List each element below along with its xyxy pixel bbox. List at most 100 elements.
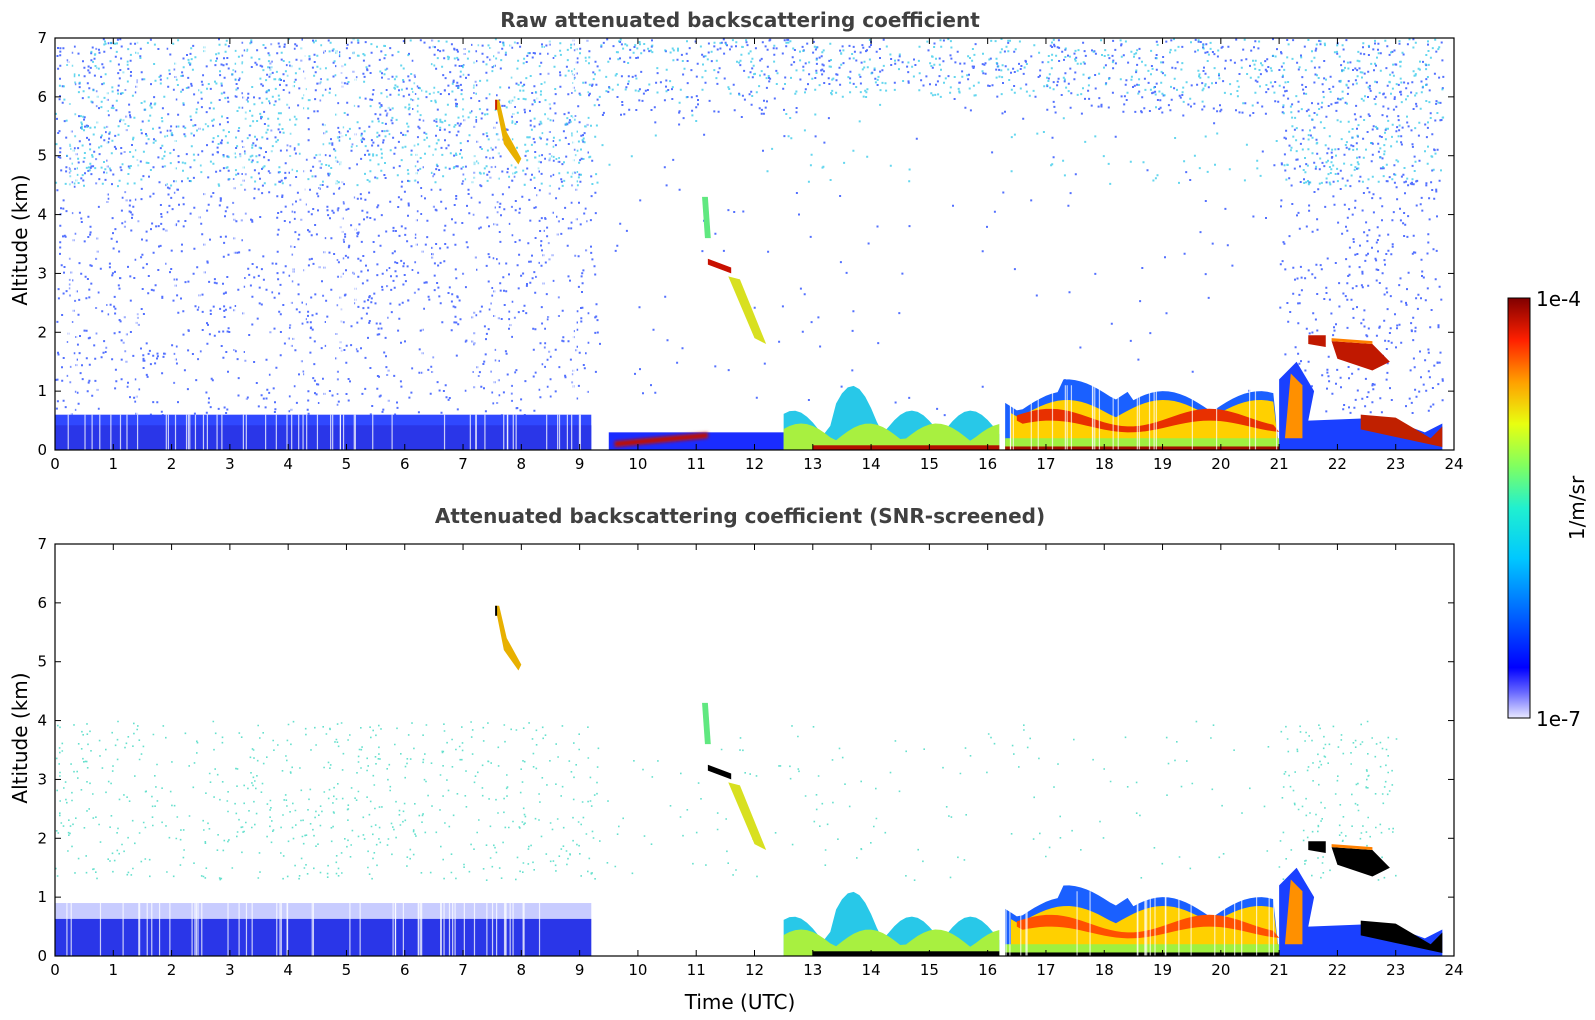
x-tick-label: 19 [1153,961,1172,979]
y-tick-label: 6 [37,88,47,106]
x-tick-label: 21 [1270,961,1289,979]
profile-gap [494,38,496,450]
profile-gap [513,38,515,450]
y-tick-label: 3 [37,264,47,282]
x-tick-label: 21 [1270,455,1289,473]
y-axis-label: Altitude (km) [8,174,32,305]
profile-gap [387,38,389,450]
profile-gap [573,38,575,450]
colorbar-unit-label: 1/m/sr [1565,475,1589,540]
profile-gap [341,38,343,450]
x-tick-label: 17 [1036,961,1055,979]
profile-gap [198,38,201,450]
x-tick-label: 11 [687,961,706,979]
profile-gap [415,38,418,450]
x-tick-label: 2 [167,961,177,979]
x-tick-label: 19 [1153,455,1172,473]
profile-gap [536,38,538,450]
profile-gap [551,38,553,450]
colorbar: 1e-4 1e-7 1/m/sr [1507,287,1589,731]
profile-gap [352,38,354,450]
x-tick-label: 8 [517,961,527,979]
colorbar-min-label: 1e-7 [1536,707,1581,731]
profile-gap [174,38,176,450]
x-tick-label: 13 [803,455,822,473]
title-raw: Raw attenuated backscattering coefficien… [500,8,980,32]
y-tick-label: 0 [37,441,47,459]
evening-clouds [1279,335,1443,450]
profile-gap [557,38,559,450]
x-tick-label: 7 [458,455,468,473]
profile-gap [303,38,306,450]
x-tick-label: 1 [109,455,119,473]
profile-gap [70,38,72,450]
profile-gap [413,38,415,450]
profile-gap [123,38,125,450]
profile-gap [432,38,434,450]
y-tick-label: 2 [37,829,47,847]
profile-gap [292,38,294,450]
x-tick-label: 4 [283,961,293,979]
aerosol-layer-morning [608,432,784,450]
noise-field [55,720,1398,881]
y-tick-label: 5 [37,147,47,165]
title-screened: Attenuated backscattering coefficient (S… [435,504,1045,528]
profile-gap [510,38,512,450]
y-tick-label: 6 [37,594,47,612]
x-tick-label: 22 [1328,961,1347,979]
y-tick-label: 4 [37,712,47,730]
x-tick-label: 13 [803,961,822,979]
profile-gap [240,38,242,450]
profile-gap [300,38,302,450]
profile-gap [355,38,357,450]
y-tick-label: 0 [37,947,47,965]
colorbar-max-label: 1e-4 [1536,287,1581,311]
axes: 0 1 2 3 4 5 6 7 8 9 10 11 12 13 14 15 16 17 18 19 20 21 22 23 24… [37,535,1463,979]
profile-gap [165,38,167,450]
x-tick-label: 6 [400,455,410,473]
feature-layers [55,605,1443,956]
x-tick-label: 10 [628,961,647,979]
x-tick-label: 20 [1211,961,1230,979]
x-tick-label: 5 [342,961,352,979]
profile-gap [572,38,574,450]
y-tick-label: 1 [37,888,47,906]
profile-gap [106,38,108,450]
profile-gap [323,38,326,450]
x-tick-label: 12 [745,961,764,979]
noise-dots [55,720,1398,881]
x-tick-label: 24 [1444,455,1463,473]
y-tick-label: 7 [37,535,47,553]
x-tick-label: 12 [745,455,764,473]
profile-gap [339,38,342,450]
x-tick-label: 23 [1386,455,1405,473]
profile-gap [490,38,492,450]
x-tick-label: 18 [1095,961,1114,979]
boundary-layer-night [55,903,592,956]
profile-gap [287,38,289,450]
colorbar-gradient [1507,297,1531,719]
axes: 0 1 2 3 4 5 6 7 8 9 10 11 12 13 14 15 16 17 18 19 20 21 22 23 24… [37,29,1463,473]
profile-gap [96,38,98,450]
x-tick-label: 7 [458,961,468,979]
plot-frame [54,37,1455,451]
mid-cloud [707,258,732,274]
x-tick-label: 15 [920,455,939,473]
x-tick-label: 18 [1095,455,1114,473]
profile-gap [204,38,206,450]
x-tick-label: 17 [1036,455,1055,473]
x-tick-label: 3 [225,455,235,473]
y-tick-label: 7 [37,29,47,47]
noise-dots-high [55,38,1445,188]
x-axis-label: Time (UTC) [684,990,796,1014]
virga [702,702,767,851]
profile-gap [242,38,245,450]
profile-gap [336,38,338,450]
profile-gap [497,38,499,450]
x-tick-label: 10 [628,455,647,473]
x-tick-label: 16 [978,455,997,473]
afternoon-bl [1005,379,1280,450]
plot-frame [54,543,1455,957]
y-tick-label: 5 [37,653,47,671]
